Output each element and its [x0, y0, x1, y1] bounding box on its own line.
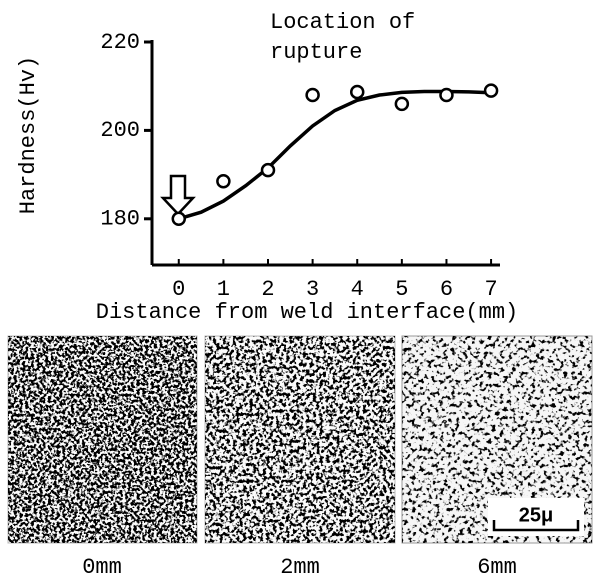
data-point	[171, 211, 187, 227]
data-point	[349, 84, 365, 100]
x-tick-label: 1	[217, 277, 230, 302]
y-tick-label: 220	[100, 30, 140, 55]
y-axis-label: Hardness(Hv)	[16, 56, 41, 214]
y-tick-label: 180	[100, 207, 140, 232]
micrograph-panels: 25μ 0mm 2mm 6mm	[7, 335, 593, 579]
x-axis-label: Distance from weld interface(mm)	[96, 300, 518, 325]
x-tick-label: 5	[395, 277, 408, 302]
scale-bar-label: 25μ	[519, 504, 553, 526]
x-tick-label: 4	[351, 277, 364, 302]
annotation: Location of	[270, 10, 415, 35]
data-point	[260, 162, 276, 178]
data-point	[483, 83, 499, 98]
rupture-arrow	[160, 174, 196, 216]
micrograph-label: 6mm	[477, 555, 517, 579]
micrograph-texture	[8, 336, 197, 543]
data-point	[439, 87, 454, 103]
x-tick-label: 7	[484, 277, 497, 302]
data-point	[394, 96, 410, 112]
data-point	[305, 87, 320, 103]
x-tick-label: 6	[440, 277, 453, 302]
scale-bar	[492, 520, 580, 532]
micrograph-label: 0mm	[82, 555, 122, 579]
x-tick-label: 3	[306, 277, 319, 302]
x-tick-label: 2	[261, 277, 274, 302]
data-point	[216, 173, 231, 189]
x-tick-label: 0	[172, 277, 185, 302]
micrograph-label: 2mm	[280, 555, 320, 579]
fit-curve	[178, 89, 492, 221]
micrograph-texture	[205, 336, 395, 543]
y-tick-label: 200	[100, 118, 140, 143]
annotation: rupture	[270, 40, 362, 65]
